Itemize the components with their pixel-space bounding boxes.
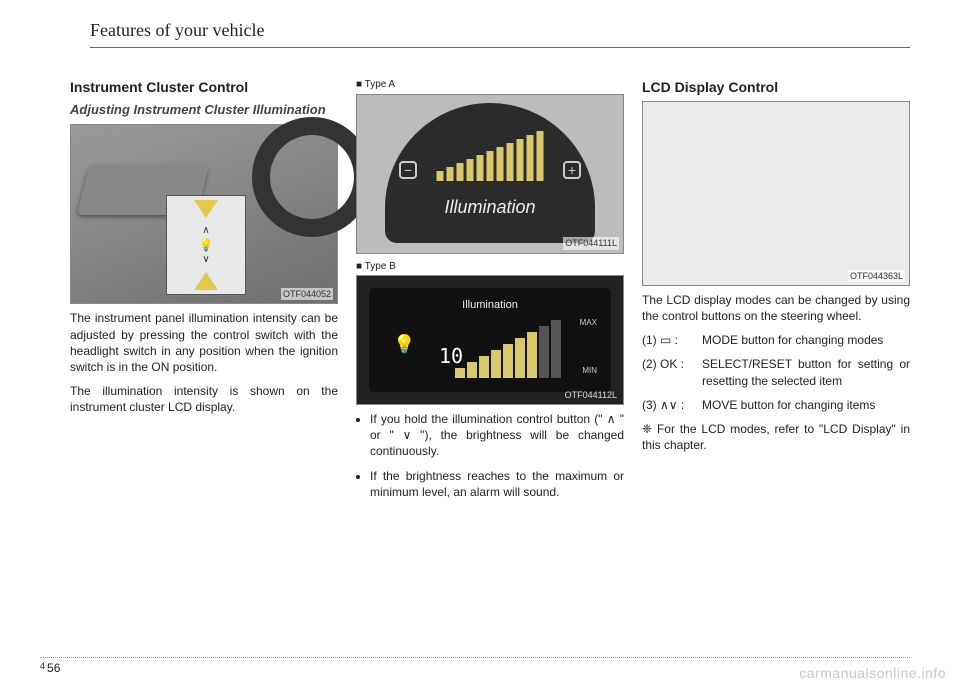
item-key: (1) ▭ : (642, 332, 702, 348)
bulb-icon: 💡 (393, 332, 415, 356)
numbered-item: (1) ▭ :MODE button for changing modes (642, 332, 910, 348)
column-3: LCD Display Control OTF044363L The LCD d… (642, 78, 910, 508)
item-desc: MOVE button for changing items (702, 397, 910, 413)
heading-lcd-display-control: LCD Display Control (642, 78, 910, 97)
minus-icon: − (399, 161, 417, 179)
figure-steering-wheel-controls: OTF044363L (642, 101, 910, 286)
type-b-label: ■ Type B (356, 260, 624, 274)
figure-illumination-lcd: Illumination 💡 10 MAX MIN OTF044112L (356, 275, 624, 405)
figure-dashboard-switch: ∧ 💡 ∨ OTF044052 (70, 124, 338, 304)
bullet-item: If the brightness reaches to the maximum… (370, 468, 624, 500)
paragraph: The LCD display modes can be changed by … (642, 292, 910, 324)
paragraph: The illumination intensity is shown on t… (70, 383, 338, 415)
subheading-adjusting-illumination: Adjusting Instrument Cluster Illuminatio… (70, 101, 338, 119)
cross-reference: ❈ For the LCD modes, refer to "LCD Displ… (642, 421, 910, 453)
page-footer: 456 (40, 657, 910, 675)
figure-code: OTF044363L (848, 270, 905, 282)
arrow-up-icon (194, 272, 218, 290)
column-2: ■ Type A − + Illumination OTF044111L ■ T… (356, 78, 624, 508)
plus-icon: + (563, 161, 581, 179)
figure-code: OTF044052 (281, 288, 333, 300)
min-label: MIN (582, 366, 597, 377)
figure-illumination-dial: − + Illumination OTF044111L (356, 94, 624, 254)
item-key: (3) ∧∨ : (642, 397, 702, 413)
item-desc: SELECT/RESET button for setting or reset… (702, 356, 910, 388)
item-desc: MODE button for changing modes (702, 332, 910, 348)
watermark: carmanualsonline.info (799, 665, 946, 681)
bullet-item: If you hold the illumination control but… (370, 411, 624, 460)
max-label: MAX (580, 318, 597, 329)
arrow-down-icon (194, 200, 218, 218)
lcd-title: Illumination (369, 298, 611, 313)
type-a-label: ■ Type A (356, 78, 624, 92)
page-number: 56 (47, 661, 60, 675)
paragraph: The instrument panel illumination intens… (70, 310, 338, 375)
figure-code: OTF044112L (563, 389, 619, 401)
bulb-icon: 💡 (199, 237, 214, 253)
running-head: Features of your vehicle (90, 20, 910, 48)
illumination-label: Illumination (385, 195, 595, 219)
figure-code: OTF044111L (563, 237, 619, 249)
chevron-down-icon: ∨ (202, 253, 209, 267)
item-key: (2) OK : (642, 356, 702, 388)
column-1: Instrument Cluster Control Adjusting Ins… (70, 78, 338, 508)
chevron-up-icon: ∧ (202, 224, 209, 238)
heading-instrument-cluster: Instrument Cluster Control (70, 78, 338, 97)
chapter-number: 4 (40, 661, 45, 671)
numbered-item: (3) ∧∨ :MOVE button for changing items (642, 397, 910, 413)
numbered-item: (2) OK :SELECT/RESET button for setting … (642, 356, 910, 388)
